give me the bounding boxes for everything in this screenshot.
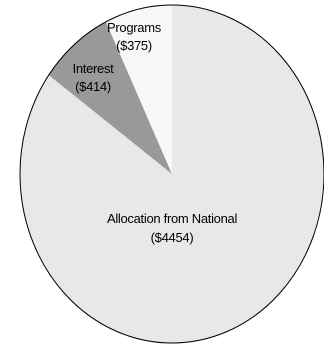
- slice-label-interest: Interest: [73, 61, 115, 76]
- slice-value-interest: ($414): [75, 79, 111, 94]
- slice-label-programs: Programs: [107, 20, 162, 35]
- pie-outline: [19, 4, 324, 344]
- pie-slices: [20, 5, 324, 343]
- slice-value-allocation: ($4454): [151, 230, 194, 245]
- slice-label-allocation: Allocation from National: [107, 211, 237, 226]
- slice-interest: [48, 21, 173, 175]
- slice-value-programs: ($375): [116, 38, 152, 53]
- slice-programs: [105, 5, 172, 174]
- slice-allocation-from-national: [20, 5, 324, 343]
